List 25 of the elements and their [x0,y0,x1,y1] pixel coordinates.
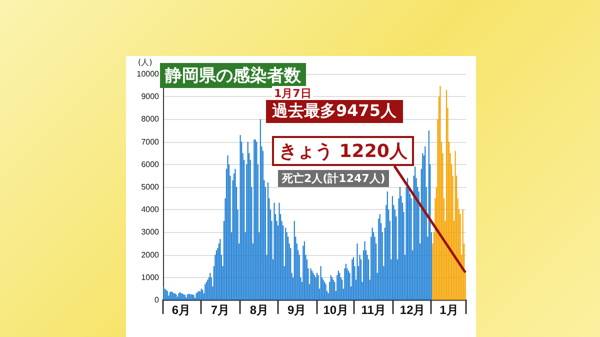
annotation: 1月7日 [272,86,314,101]
y-tick-label: 5000 [141,182,160,192]
y-tick-label: 7000 [141,137,160,146]
x-tick-label: 6月 [172,303,191,317]
chart-title: 静岡県の感染者数 [160,63,306,88]
x-tick-label: 7月 [210,303,230,317]
x-tick-label: 1月 [440,303,458,317]
y-axis-title: (人) [138,57,152,68]
y-tick-label: 8000 [141,114,160,124]
x-tick-label: 9月 [288,303,306,317]
y-tick-label: 10000 [136,70,160,78]
y-tick-label: 2000 [141,250,160,260]
y-tick-label: 6000 [141,160,160,169]
y-tick-label: 9000 [141,92,160,102]
annotation: 過去最多9475人 [266,100,403,123]
y-tick-label: 4000 [141,205,160,214]
annotation: 死亡2人(計1247人) [278,170,390,187]
y-tick-label: 1000 [141,272,160,282]
annotation: きょう 1220人 [272,136,414,166]
x-tick-label: 10月 [323,303,349,317]
x-tick-label: 11月 [361,303,386,317]
y-tick-label: 0 [154,296,160,304]
x-tick-label: 8月 [250,303,269,317]
x-tick-label: 12月 [400,303,426,317]
y-tick-label: 3000 [141,228,160,237]
